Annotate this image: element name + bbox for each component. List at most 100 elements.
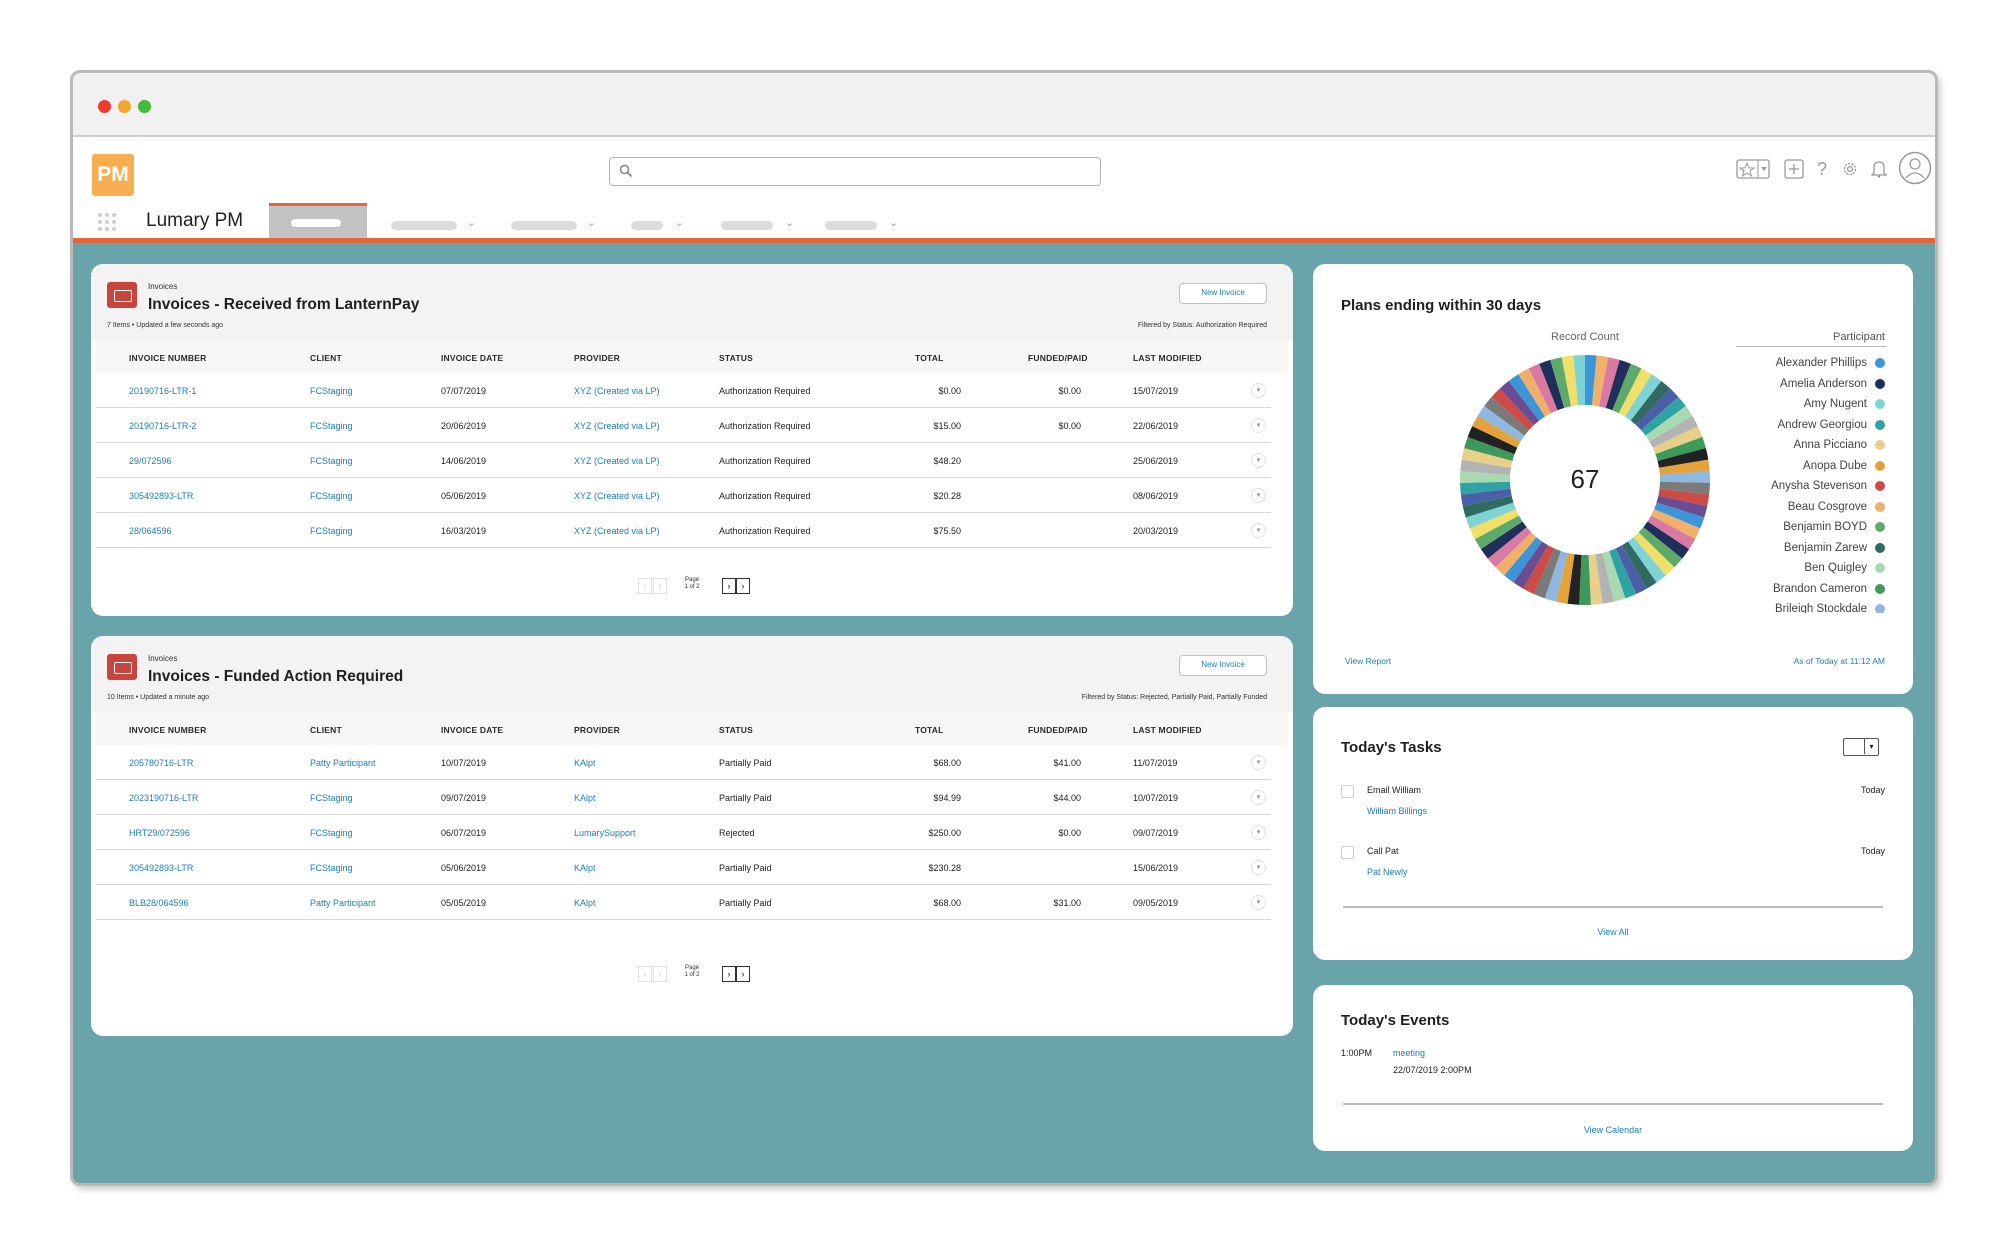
donut-segment[interactable]	[1544, 550, 1568, 602]
col-provider[interactable]: PROVIDER	[574, 353, 620, 363]
card-title[interactable]: Today's Tasks	[1341, 739, 1442, 756]
donut-segment[interactable]	[1469, 509, 1519, 540]
donut-segment[interactable]	[1461, 448, 1513, 468]
client-link[interactable]: Patty Participant	[310, 758, 376, 768]
maximize-window-button[interactable]	[138, 100, 151, 113]
donut-segment[interactable]	[1464, 436, 1515, 461]
legend-item[interactable]: Anna Picciano	[1793, 438, 1885, 452]
task-related-link[interactable]: Pat Newly	[1367, 867, 1408, 877]
donut-segment[interactable]	[1484, 396, 1529, 436]
donut-segment[interactable]	[1465, 502, 1516, 529]
donut-segment[interactable]	[1645, 406, 1693, 442]
donut-segment[interactable]	[1487, 527, 1532, 568]
donut-segment[interactable]	[1495, 532, 1537, 576]
donut-segment[interactable]	[1539, 359, 1565, 411]
client-link[interactable]: FCStaging	[310, 863, 353, 873]
client-link[interactable]: FCStaging	[310, 491, 353, 501]
task-view-dropdown[interactable]: ▾	[1843, 738, 1879, 756]
donut-segment[interactable]	[1528, 363, 1558, 414]
app-launcher-icon[interactable]	[97, 212, 117, 237]
help-icon[interactable]: ?	[1816, 158, 1827, 179]
favorites-icon[interactable]	[1736, 156, 1770, 182]
table-row[interactable]: 20190716-LTR-1 FCStaging 07/07/2019 XYZ (Cr…	[96, 373, 1271, 408]
legend-item[interactable]: Brandon Cameron	[1773, 582, 1885, 596]
donut-segment[interactable]	[1504, 537, 1543, 583]
provider-link[interactable]: LumarySupport	[574, 828, 636, 838]
legend-item[interactable]: Amelia Anderson	[1780, 377, 1885, 391]
donut-segment[interactable]	[1550, 357, 1572, 408]
col-funded-paid[interactable]: FUNDED/PAID	[1028, 353, 1088, 363]
row-actions-dropdown[interactable]: ▾	[1251, 755, 1266, 770]
donut-segment[interactable]	[1602, 550, 1626, 602]
legend-item[interactable]: Anysha Stevenson	[1771, 479, 1885, 493]
provider-link[interactable]: XYZ (Created via LP)	[574, 491, 660, 501]
donut-segment[interactable]	[1615, 545, 1647, 595]
nav-tab-active[interactable]	[269, 203, 367, 238]
table-row[interactable]: 205780716-LTR Patty Participant 10/07/2019…	[96, 745, 1271, 780]
client-link[interactable]: FCStaging	[310, 421, 353, 431]
donut-segment[interactable]	[1655, 436, 1706, 461]
row-actions-dropdown[interactable]: ▾	[1251, 790, 1266, 805]
invoice-number-link[interactable]: 20190716-LTR-2	[129, 421, 197, 431]
provider-link[interactable]: XYZ (Created via LP)	[574, 526, 660, 536]
invoice-number-link[interactable]: 28/064596	[129, 526, 172, 536]
donut-segment[interactable]	[1491, 388, 1534, 431]
last-page-button[interactable]: ›	[736, 578, 750, 594]
global-search[interactable]	[609, 157, 1101, 186]
donut-segment[interactable]	[1462, 495, 1514, 518]
row-actions-dropdown[interactable]: ▾	[1251, 418, 1266, 433]
col-total[interactable]: TOTAL	[915, 725, 944, 735]
gear-icon[interactable]	[1840, 156, 1860, 182]
donut-segment[interactable]	[1460, 481, 1511, 495]
next-page-button[interactable]: ›	[722, 578, 736, 594]
row-actions-dropdown[interactable]: ▾	[1251, 453, 1266, 468]
view-report-link[interactable]: View Report	[1345, 656, 1392, 666]
col-invoice-date[interactable]: INVOICE DATE	[441, 725, 504, 735]
donut-segment[interactable]	[1555, 552, 1575, 604]
legend-item[interactable]: Brileigh Stockdale	[1775, 602, 1885, 616]
donut-segment[interactable]	[1585, 355, 1597, 406]
add-icon[interactable]	[1784, 156, 1804, 182]
donut-segment[interactable]	[1592, 355, 1609, 407]
event-title[interactable]: meeting	[1393, 1048, 1426, 1058]
legend-item[interactable]: Benjamin BOYD	[1783, 520, 1885, 534]
client-link[interactable]: FCStaging	[310, 793, 353, 803]
donut-segment[interactable]	[1657, 448, 1709, 468]
donut-segment[interactable]	[1659, 471, 1710, 483]
row-actions-dropdown[interactable]: ▾	[1251, 825, 1266, 840]
invoice-number-link[interactable]: BLB28/064596	[129, 898, 189, 908]
donut-segment[interactable]	[1533, 548, 1561, 599]
app-logo[interactable]: PM	[92, 154, 134, 196]
legend-item[interactable]: Beau Cosgrove	[1788, 500, 1885, 514]
row-actions-dropdown[interactable]: ▾	[1251, 895, 1266, 910]
donut-segment[interactable]	[1643, 521, 1690, 559]
row-actions-dropdown[interactable]: ▾	[1251, 523, 1266, 538]
client-link[interactable]: FCStaging	[310, 386, 353, 396]
invoice-number-link[interactable]: 2023190716-LTR	[129, 793, 199, 803]
donut-segment[interactable]	[1480, 521, 1527, 559]
provider-link[interactable]: KAlpt	[574, 898, 596, 908]
new-invoice-button[interactable]: New Invoice	[1179, 283, 1267, 304]
task-name[interactable]: Call Pat	[1367, 846, 1399, 856]
donut-segment[interactable]	[1573, 355, 1585, 406]
new-invoice-button[interactable]: New Invoice	[1179, 655, 1267, 676]
donut-segment[interactable]	[1638, 527, 1683, 568]
invoice-number-link[interactable]: 305492893-LTR	[129, 863, 194, 873]
col-invoice-number[interactable]: INVOICE NUMBER	[129, 353, 207, 363]
donut-segment[interactable]	[1460, 488, 1512, 507]
table-row[interactable]: BLB28/064596 Patty Participant 05/05/2019 K…	[96, 885, 1271, 920]
donut-segment[interactable]	[1513, 541, 1549, 589]
donut-segment[interactable]	[1621, 541, 1657, 589]
legend-item[interactable]: Benjamin Zarew	[1784, 541, 1885, 555]
client-link[interactable]: Patty Participant	[310, 898, 376, 908]
donut-segment[interactable]	[1598, 357, 1620, 408]
task-checkbox[interactable]	[1341, 785, 1354, 798]
legend-item[interactable]: Alexander Phillips	[1776, 356, 1885, 370]
invoice-number-link[interactable]: 20190716-LTR-1	[129, 386, 197, 396]
donut-segment[interactable]	[1658, 459, 1710, 475]
table-row[interactable]: 2023190716-LTR FCStaging 09/07/2019 KAlpt Pa…	[96, 780, 1271, 815]
donut-segment[interactable]	[1627, 537, 1666, 583]
donut-segment[interactable]	[1659, 481, 1710, 495]
donut-segment[interactable]	[1579, 554, 1591, 605]
donut-segment[interactable]	[1477, 406, 1525, 442]
